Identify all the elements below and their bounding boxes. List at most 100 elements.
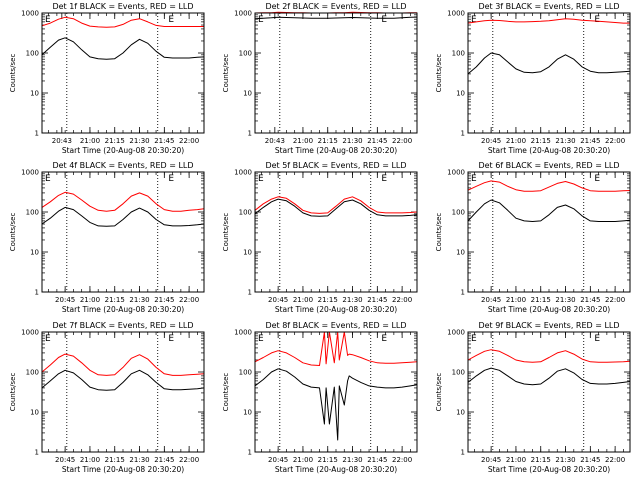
panel-det-8f: Det 8f BLACK = Events, RED = LLD Counts/s… xyxy=(222,321,418,474)
x-axis-label: Start Time (20-Aug-08 20:30:20) xyxy=(488,146,610,155)
y-tick-label: 1000 xyxy=(234,10,252,18)
y-axis-label: Counts/sec xyxy=(222,213,230,252)
y-tick-label: 1 xyxy=(248,130,252,138)
y-tick-label: 100 xyxy=(26,209,39,217)
y-tick-label: 1000 xyxy=(21,10,39,18)
y-tick-label: 1000 xyxy=(234,329,252,337)
x-tick-label: 22:00 xyxy=(392,296,412,304)
y-tick-label: 1 xyxy=(35,289,39,297)
x-tick-label: 20:45 xyxy=(481,296,501,304)
x-axis-label: Start Time (20-Aug-08 20:30:20) xyxy=(488,465,610,474)
x-axis-label: Start Time (20-Aug-08 20:30:20) xyxy=(62,146,184,155)
y-tick-label: 100 xyxy=(239,369,252,377)
y-tick-label: 10 xyxy=(456,409,465,417)
e-marker: E xyxy=(381,15,387,25)
y-axis-label: Counts/sec xyxy=(222,373,230,412)
x-tick-label: 21:00 xyxy=(293,456,313,464)
e-marker: E xyxy=(594,15,600,25)
series-line-events xyxy=(467,52,631,75)
x-tick-label: 21:15 xyxy=(318,296,338,304)
panel-det-9f: Det 9f BLACK = Events, RED = LLD Counts/s… xyxy=(435,321,631,474)
y-axis-label: Counts/sec xyxy=(9,54,17,93)
y-axis-label: Counts/sec xyxy=(435,373,443,412)
plot-frame xyxy=(254,171,418,293)
x-tick-label: 22:00 xyxy=(392,137,412,145)
x-tick-label: 21:30 xyxy=(555,456,575,464)
y-axis-label: Counts/sec xyxy=(9,213,17,252)
y-tick-label: 1000 xyxy=(447,169,465,177)
y-tick-label: 1 xyxy=(35,449,39,457)
panel-title: Det 1f BLACK = Events, RED = LLD xyxy=(52,2,193,11)
x-tick-label: 22:00 xyxy=(605,296,625,304)
panel-title: Det 3f BLACK = Events, RED = LLD xyxy=(478,2,619,11)
e-marker: E xyxy=(168,334,174,344)
y-tick-label: 1 xyxy=(461,449,465,457)
y-tick-label: 10 xyxy=(456,90,465,98)
panel-title: Det 2f BLACK = Events, RED = LLD xyxy=(265,2,406,11)
y-tick-label: 1000 xyxy=(21,169,39,177)
series-line-lld xyxy=(41,353,205,376)
x-tick-label: 21:15 xyxy=(531,456,551,464)
e-marker: E xyxy=(471,334,477,344)
plot-frame xyxy=(41,12,205,134)
series-line-lld xyxy=(467,180,631,192)
panel-det-5f: Det 5f BLACK = Events, RED = LLD Counts/s… xyxy=(222,161,418,314)
x-tick-label: 21:45 xyxy=(580,137,600,145)
series-line-events xyxy=(41,37,205,60)
y-tick-label: 100 xyxy=(26,369,39,377)
x-tick-label: 20:45 xyxy=(268,296,288,304)
e-marker: E xyxy=(471,174,477,184)
y-tick-label: 1 xyxy=(248,449,252,457)
x-tick-label: 21:15 xyxy=(105,137,125,145)
series-line-lld xyxy=(41,16,204,28)
x-axis-label: Start Time (20-Aug-08 20:30:20) xyxy=(275,146,397,155)
series-line-lld xyxy=(467,18,630,24)
e-marker: E xyxy=(168,15,174,25)
x-tick-label: 20:43 xyxy=(52,137,72,145)
x-tick-label: 21:45 xyxy=(154,296,174,304)
panel-title: Det 9f BLACK = Events, RED = LLD xyxy=(478,321,619,330)
x-tick-label: 20:45 xyxy=(481,456,501,464)
x-tick-label: 21:00 xyxy=(293,296,313,304)
y-tick-label: 10 xyxy=(243,90,252,98)
x-tick-label: 21:30 xyxy=(129,296,149,304)
plot-frame xyxy=(41,331,205,453)
y-tick-label: 100 xyxy=(26,50,39,58)
x-tick-label: 21:30 xyxy=(129,137,149,145)
x-axis-label: Start Time (20-Aug-08 20:30:20) xyxy=(62,305,184,314)
series-line-events xyxy=(254,198,418,217)
y-tick-label: 100 xyxy=(239,209,252,217)
y-tick-label: 1 xyxy=(461,289,465,297)
x-tick-label: 21:45 xyxy=(367,137,387,145)
x-tick-label: 21:15 xyxy=(105,296,125,304)
e-marker: E xyxy=(45,15,51,25)
e-marker: E xyxy=(471,15,477,25)
y-tick-label: 1000 xyxy=(21,329,39,337)
series-line-lld xyxy=(467,349,631,363)
series-line-lld xyxy=(254,331,418,366)
series-line-events xyxy=(467,199,631,222)
plot-frame xyxy=(467,12,631,134)
y-tick-label: 1000 xyxy=(447,329,465,337)
e-marker: E xyxy=(45,174,51,184)
plot-frame xyxy=(254,331,418,453)
plot-frame xyxy=(254,12,418,134)
x-tick-label: 21:00 xyxy=(506,137,526,145)
y-tick-label: 100 xyxy=(452,50,465,58)
e-marker: E xyxy=(45,334,51,344)
e-marker: E xyxy=(168,174,174,184)
x-tick-label: 21:30 xyxy=(555,137,575,145)
y-tick-label: 1 xyxy=(461,130,465,138)
e-marker: E xyxy=(381,334,387,344)
y-tick-label: 1000 xyxy=(234,169,252,177)
x-tick-label: 21:45 xyxy=(367,456,387,464)
y-axis-label: Counts/sec xyxy=(435,213,443,252)
x-tick-label: 21:00 xyxy=(80,296,100,304)
x-tick-label: 22:00 xyxy=(179,296,199,304)
series-line-events xyxy=(41,206,205,227)
y-axis-label: Counts/sec xyxy=(435,54,443,93)
x-tick-label: 20:45 xyxy=(55,296,75,304)
x-tick-label: 21:30 xyxy=(129,456,149,464)
x-tick-label: 21:30 xyxy=(342,456,362,464)
